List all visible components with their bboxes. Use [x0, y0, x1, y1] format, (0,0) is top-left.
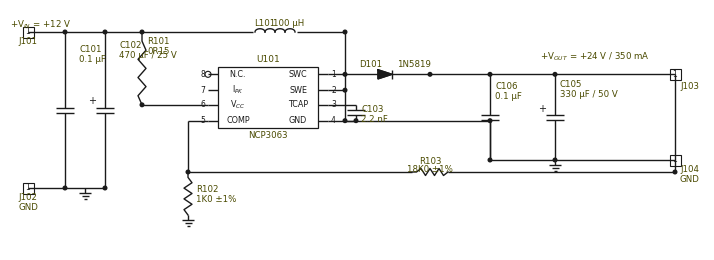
Text: TCAP: TCAP	[288, 100, 308, 109]
Text: C101: C101	[79, 46, 101, 55]
Text: 4: 4	[331, 116, 336, 125]
Text: +: +	[88, 96, 96, 107]
Text: 2.2 nF: 2.2 nF	[361, 115, 388, 124]
Circle shape	[553, 73, 557, 76]
Text: 1: 1	[673, 155, 678, 165]
Text: +V$_{OUT}$ = +24 V / 350 mA: +V$_{OUT}$ = +24 V / 350 mA	[540, 50, 650, 63]
Text: 330 μF / 50 V: 330 μF / 50 V	[560, 90, 618, 99]
Circle shape	[354, 119, 358, 122]
Polygon shape	[378, 70, 392, 79]
Circle shape	[186, 170, 190, 174]
Text: R103: R103	[418, 158, 441, 166]
Text: 8: 8	[200, 70, 205, 79]
Text: 3: 3	[331, 100, 336, 109]
Text: R102: R102	[196, 185, 218, 194]
Bar	[23, 27, 34, 37]
Text: C102: C102	[119, 42, 141, 50]
Circle shape	[428, 73, 432, 76]
Circle shape	[343, 88, 347, 92]
Text: 1: 1	[26, 184, 31, 192]
Circle shape	[343, 73, 347, 76]
Text: N.C.: N.C.	[230, 70, 246, 79]
Text: 5: 5	[200, 116, 205, 125]
Text: J101: J101	[19, 37, 38, 47]
Circle shape	[140, 30, 144, 34]
Circle shape	[488, 119, 492, 122]
Text: 6: 6	[200, 100, 205, 109]
Bar	[23, 183, 34, 193]
Text: 1N5819: 1N5819	[397, 60, 431, 69]
Circle shape	[140, 103, 144, 107]
Text: SWE: SWE	[289, 86, 307, 95]
Text: V$_{CC}$: V$_{CC}$	[231, 99, 246, 111]
Circle shape	[488, 73, 492, 76]
Text: 18K0 ±1%: 18K0 ±1%	[407, 166, 453, 174]
Text: 2: 2	[331, 86, 336, 95]
Text: 1K0 ±1%: 1K0 ±1%	[196, 196, 236, 205]
Circle shape	[343, 119, 347, 122]
Text: 0.1 μF: 0.1 μF	[495, 92, 522, 101]
Text: J104: J104	[680, 166, 699, 174]
Text: 0.1 μF: 0.1 μF	[79, 55, 106, 64]
Text: GND: GND	[18, 204, 38, 212]
Text: C103: C103	[361, 105, 383, 114]
Text: COMP: COMP	[226, 116, 250, 125]
Bar	[670, 154, 680, 166]
Circle shape	[673, 170, 677, 174]
Text: L101: L101	[254, 18, 276, 28]
Bar	[670, 69, 680, 80]
Text: J103: J103	[680, 82, 699, 91]
Circle shape	[64, 186, 67, 190]
Text: U101: U101	[256, 55, 280, 64]
Circle shape	[64, 30, 67, 34]
Circle shape	[343, 30, 347, 34]
Text: C106: C106	[495, 82, 518, 91]
Circle shape	[104, 186, 107, 190]
Text: 1: 1	[26, 28, 31, 36]
Circle shape	[488, 158, 492, 162]
Text: D101: D101	[359, 60, 383, 69]
Text: C105: C105	[560, 80, 583, 89]
Text: I$_{PK}$: I$_{PK}$	[232, 84, 244, 96]
Text: 100 μH: 100 μH	[273, 18, 305, 28]
Text: 0R15: 0R15	[147, 48, 169, 56]
Text: +: +	[538, 104, 546, 114]
Circle shape	[104, 30, 107, 34]
Text: GND: GND	[289, 116, 307, 125]
Text: GND: GND	[680, 176, 700, 185]
Text: 1: 1	[673, 70, 678, 79]
Text: SWC: SWC	[288, 70, 307, 79]
Circle shape	[673, 158, 677, 162]
Text: +V$_{IN}$ = +12 V: +V$_{IN}$ = +12 V	[10, 19, 71, 31]
Text: J102: J102	[19, 193, 38, 203]
Text: 1: 1	[331, 70, 336, 79]
Circle shape	[673, 73, 677, 76]
Bar	[218, 67, 318, 128]
Text: NCP3063: NCP3063	[248, 131, 288, 140]
Text: 470 μF / 25 V: 470 μF / 25 V	[119, 51, 177, 61]
Text: R101: R101	[147, 37, 169, 47]
Text: 7: 7	[200, 86, 205, 95]
Circle shape	[553, 158, 557, 162]
